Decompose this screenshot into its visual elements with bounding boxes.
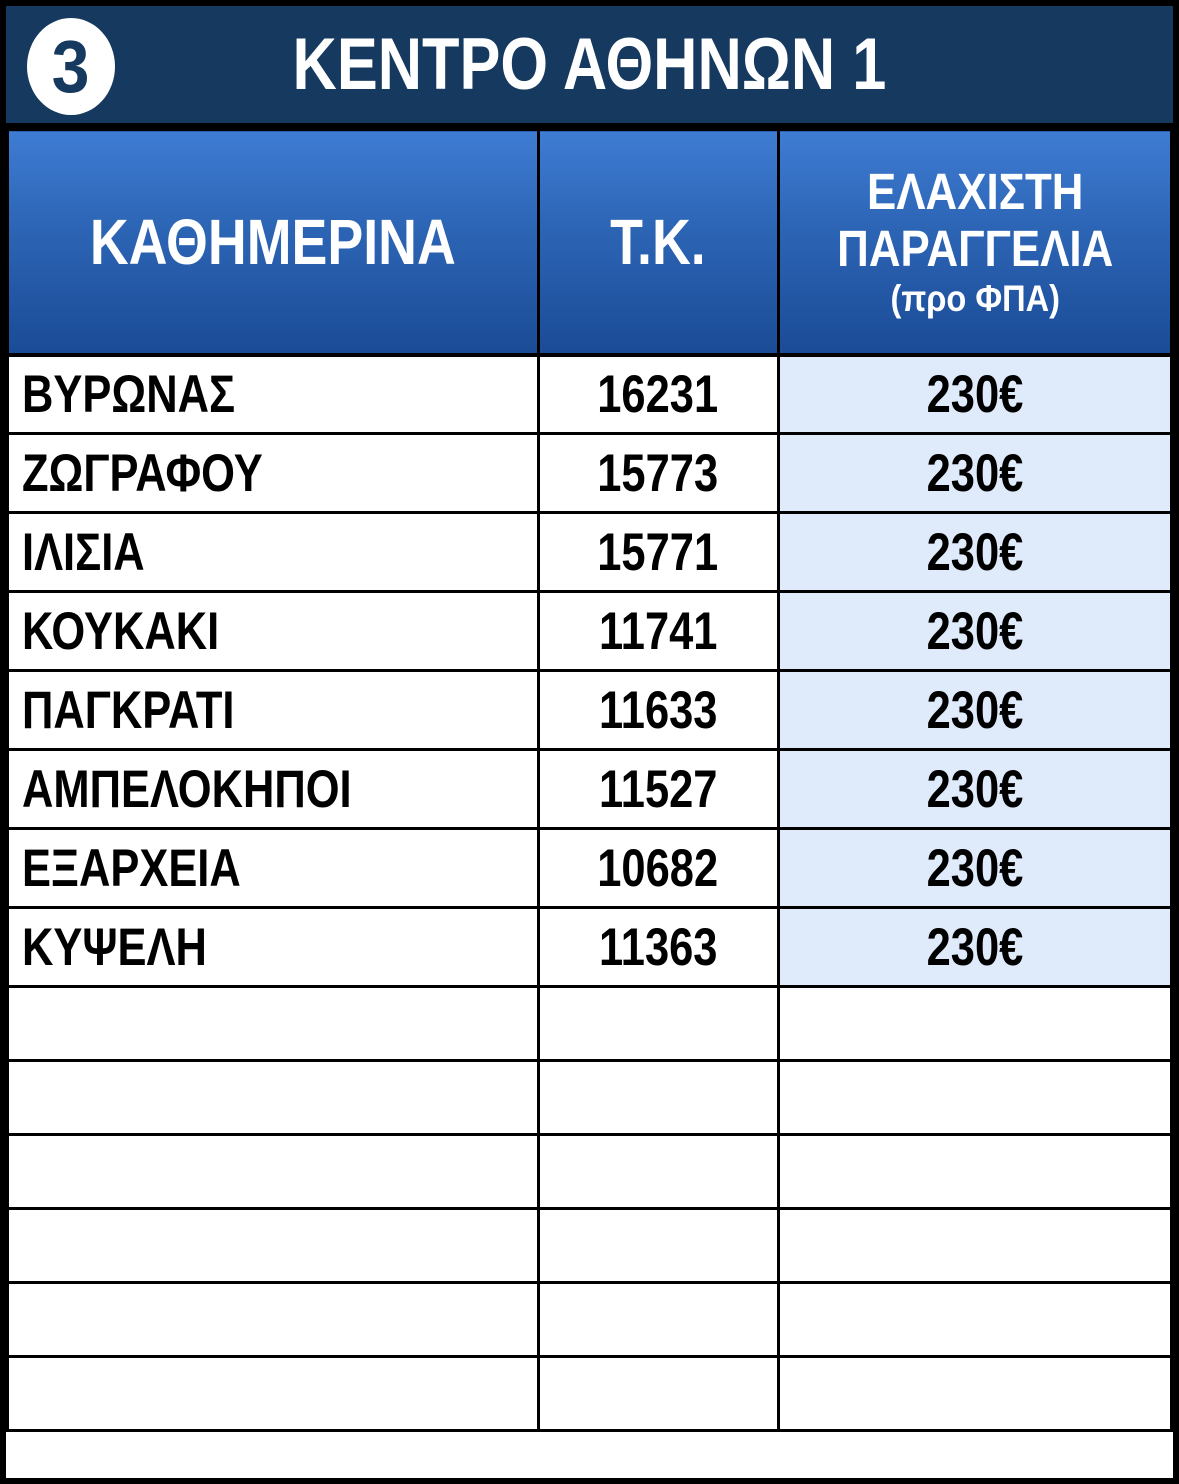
empty-min-order-cell	[776, 1059, 1173, 1136]
empty-area-cell	[6, 1281, 540, 1358]
postal-code-cell: 11741	[536, 590, 780, 672]
postal-code-value: 11527	[598, 759, 718, 819]
zone-number-badge: 3	[27, 18, 115, 115]
empty-row	[6, 1133, 1173, 1210]
postal-code-cell: 11363	[536, 906, 780, 988]
min-order-value: 230€	[926, 601, 1024, 661]
area-cell: ΒΥΡΩΝΑΣ	[6, 353, 540, 435]
area-value: ΕΞΑΡΧΕΙΑ	[22, 838, 241, 898]
min-order-value: 230€	[926, 522, 1024, 582]
area-cell: ΚΥΨΕΛΗ	[6, 906, 540, 988]
min-order-cell: 230€	[776, 432, 1173, 514]
area-cell: ΚΟΥΚΑΚΙ	[6, 590, 540, 672]
header-postal-code-label: Τ.Κ.	[610, 205, 706, 278]
empty-row	[6, 1355, 1173, 1432]
postal-code-cell: 10682	[536, 827, 780, 909]
area-value: ΚΥΨΕΛΗ	[22, 917, 207, 977]
table-row: ΑΜΠΕΛΟΚΗΠΟΙ 11527 230€	[6, 748, 1173, 830]
area-cell: ΙΛΙΣΙΑ	[6, 511, 540, 593]
header-min-order-line1: ΕΛΑΧΙΣΤΗ	[866, 163, 1083, 221]
empty-area-cell	[6, 1059, 540, 1136]
empty-postal-code-cell	[536, 1355, 780, 1432]
empty-area-cell	[6, 985, 540, 1062]
area-cell: ΕΞΑΡΧΕΙΑ	[6, 827, 540, 909]
min-order-value: 230€	[926, 364, 1024, 424]
min-order-cell: 230€	[776, 748, 1173, 830]
min-order-cell: 230€	[776, 906, 1173, 988]
postal-code-value: 15773	[597, 443, 719, 503]
empty-min-order-cell	[776, 1207, 1173, 1284]
min-order-value: 230€	[926, 680, 1024, 740]
zone-number: 3	[52, 24, 90, 108]
header-area-label: ΚΑΘΗΜΕΡΙΝΑ	[89, 205, 456, 278]
empty-row	[6, 1281, 1173, 1358]
area-value: ΖΩΓΡΑΦΟΥ	[22, 443, 263, 503]
min-order-value: 230€	[926, 443, 1024, 503]
postal-code-cell: 15773	[536, 432, 780, 514]
empty-row	[6, 985, 1173, 1062]
area-value: ΙΛΙΣΙΑ	[22, 522, 145, 582]
min-order-value: 230€	[926, 759, 1024, 819]
table-row: ΒΥΡΩΝΑΣ 16231 230€	[6, 353, 1173, 435]
table-row: ΚΟΥΚΑΚΙ 11741 230€	[6, 590, 1173, 672]
table-row: ΚΥΨΕΛΗ 11363 230€	[6, 906, 1173, 988]
table-row: ΕΞΑΡΧΕΙΑ 10682 230€	[6, 827, 1173, 909]
min-order-value: 230€	[926, 917, 1024, 977]
postal-code-value: 11741	[598, 601, 718, 661]
area-value: ΠΑΓΚΡΑΤΙ	[22, 680, 235, 740]
min-order-cell: 230€	[776, 511, 1173, 593]
postal-code-value: 16231	[597, 364, 719, 424]
min-order-value: 230€	[926, 838, 1024, 898]
empty-postal-code-cell	[536, 1281, 780, 1358]
min-order-cell: 230€	[776, 590, 1173, 672]
min-order-cell: 230€	[776, 353, 1173, 435]
empty-postal-code-cell	[536, 985, 780, 1062]
empty-postal-code-cell	[536, 1207, 780, 1284]
table-row: ΙΛΙΣΙΑ 15771 230€	[6, 511, 1173, 593]
postal-code-cell: 16231	[536, 353, 780, 435]
header-postal-code: Τ.Κ.	[536, 128, 780, 357]
postal-code-value: 11633	[598, 680, 718, 740]
empty-postal-code-cell	[536, 1133, 780, 1210]
banner: 3 ΚΕΝΤΡΟ ΑΘΗΝΩΝ 1	[6, 6, 1173, 128]
empty-row	[6, 1207, 1173, 1284]
postal-code-cell: 15771	[536, 511, 780, 593]
empty-area-cell	[6, 1133, 540, 1210]
empty-area-cell	[6, 1355, 540, 1432]
empty-min-order-cell	[776, 1355, 1173, 1432]
postal-code-cell: 11633	[536, 669, 780, 751]
min-order-cell: 230€	[776, 827, 1173, 909]
empty-min-order-cell	[776, 1281, 1173, 1358]
area-cell: ΖΩΓΡΑΦΟΥ	[6, 432, 540, 514]
header-min-order-note: (προ ΦΠΑ)	[890, 277, 1060, 319]
table-row: ΖΩΓΡΑΦΟΥ 15773 230€	[6, 432, 1173, 514]
header-min-order: ΕΛΑΧΙΣΤΗ ΠΑΡΑΓΓΕΛΙΑ (προ ΦΠΑ)	[776, 128, 1173, 357]
empty-postal-code-cell	[536, 1059, 780, 1136]
area-value: ΑΜΠΕΛΟΚΗΠΟΙ	[22, 759, 352, 819]
empty-min-order-cell	[776, 985, 1173, 1062]
area-value: ΒΥΡΩΝΑΣ	[22, 364, 236, 424]
header-row: ΚΑΘΗΜΕΡΙΝΑ Τ.Κ. ΕΛΑΧΙΣΤΗ ΠΑΡΑΓΓΕΛΙΑ (προ…	[6, 128, 1173, 357]
header-area: ΚΑΘΗΜΕΡΙΝΑ	[6, 128, 540, 357]
min-order-cell: 230€	[776, 669, 1173, 751]
postal-code-value: 15771	[597, 522, 719, 582]
postal-code-cell: 11527	[536, 748, 780, 830]
area-cell: ΠΑΓΚΡΑΤΙ	[6, 669, 540, 751]
area-value: ΚΟΥΚΑΚΙ	[22, 601, 220, 661]
empty-row	[6, 1059, 1173, 1136]
postal-code-value: 11363	[598, 917, 718, 977]
zone-title: ΚΕΝΤΡΟ ΑΘΗΝΩΝ 1	[292, 24, 887, 105]
empty-min-order-cell	[776, 1133, 1173, 1210]
zones-table: ΚΑΘΗΜΕΡΙΝΑ Τ.Κ. ΕΛΑΧΙΣΤΗ ΠΑΡΑΓΓΕΛΙΑ (προ…	[6, 128, 1173, 1432]
postal-code-value: 10682	[597, 838, 719, 898]
empty-area-cell	[6, 1207, 540, 1284]
table-row: ΠΑΓΚΡΑΤΙ 11633 230€	[6, 669, 1173, 751]
header-min-order-line2: ΠΑΡΑΓΓΕΛΙΑ	[836, 220, 1113, 278]
area-cell: ΑΜΠΕΛΟΚΗΠΟΙ	[6, 748, 540, 830]
